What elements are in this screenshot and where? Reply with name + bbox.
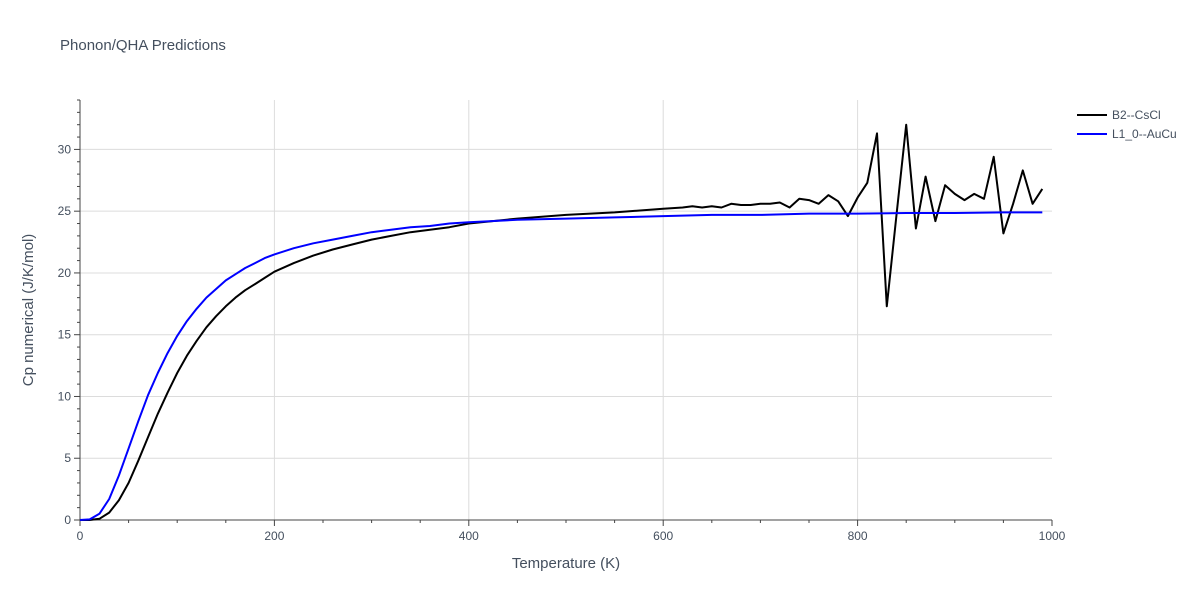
y-tick-label: 5 bbox=[64, 451, 71, 465]
legend-label-1[interactable]: B2--CsCl bbox=[1112, 108, 1161, 122]
axes: 0 200 400 600 800 1000 0 5 10 15 20 25 30 bbox=[58, 99, 1066, 543]
y-tick-label: 15 bbox=[58, 328, 72, 342]
legend: B2--CsCl L1_0--AuCu bbox=[1077, 108, 1177, 141]
series-line-2 bbox=[79, 211, 1043, 521]
y-axis-title: Cp numerical (J/K/mol) bbox=[20, 234, 37, 387]
x-tick-label: 800 bbox=[848, 529, 868, 543]
x-tick-label: 600 bbox=[653, 529, 673, 543]
x-axis-title: Temperature (K) bbox=[512, 555, 620, 572]
chart-title: Phonon/QHA Predictions bbox=[60, 37, 226, 54]
plot-area bbox=[79, 123, 1044, 521]
x-tick-label: 400 bbox=[459, 529, 479, 543]
series-line-1 bbox=[80, 123, 1044, 521]
x-tick-label: 1000 bbox=[1039, 529, 1066, 543]
y-tick-label: 30 bbox=[58, 142, 72, 156]
y-tick-label: 20 bbox=[58, 266, 72, 280]
grid bbox=[80, 100, 1052, 520]
y-tick-label: 10 bbox=[58, 389, 72, 403]
y-tick-label: 0 bbox=[64, 513, 71, 527]
legend-label-2[interactable]: L1_0--AuCu bbox=[1112, 127, 1177, 141]
x-tick-label: 0 bbox=[77, 529, 84, 543]
x-tick-label: 200 bbox=[264, 529, 284, 543]
y-tick-label: 25 bbox=[58, 204, 72, 218]
